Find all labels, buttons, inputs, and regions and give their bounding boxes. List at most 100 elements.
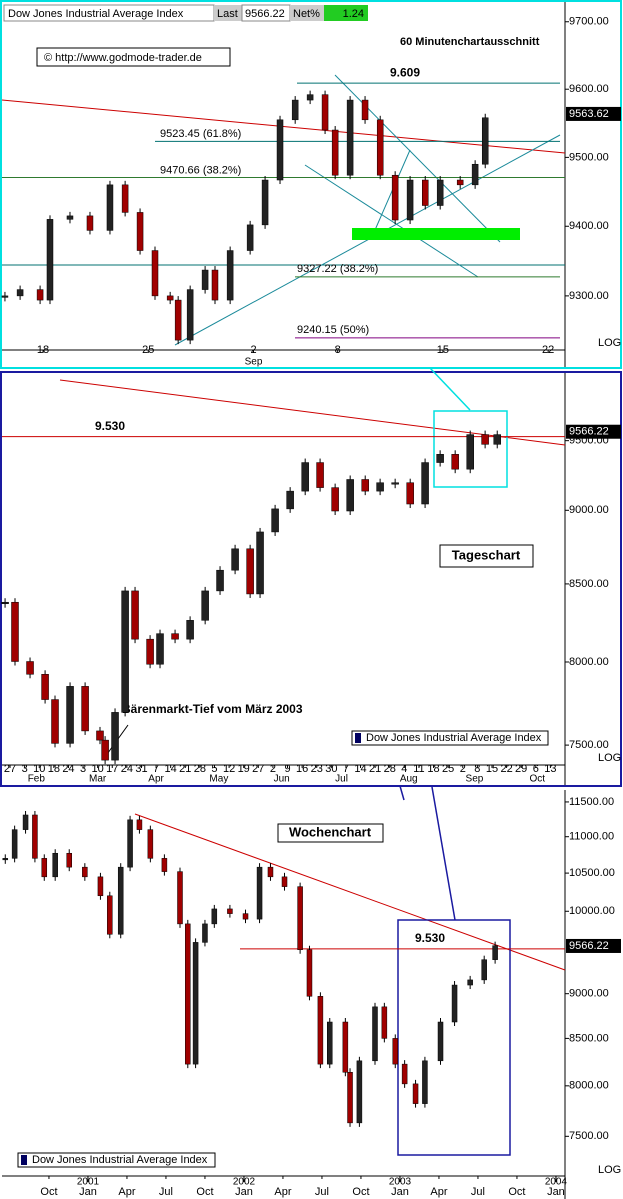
y-tick-label: 8500.00 <box>569 1032 609 1044</box>
support-zone <box>352 228 520 240</box>
candle <box>481 434 489 445</box>
candle <box>202 923 208 943</box>
level-label: 9240.15 (50%) <box>297 324 369 336</box>
candle <box>286 490 294 510</box>
x-tick-label: 15 <box>437 344 449 356</box>
last-price-box <box>566 106 621 121</box>
x-tick-label: 29 <box>515 763 527 775</box>
candle <box>331 487 339 512</box>
candle <box>376 482 384 492</box>
candle <box>174 299 182 341</box>
header-value: 9566.22 <box>245 8 285 20</box>
candle <box>492 945 498 960</box>
month-label: Sep <box>466 774 484 785</box>
x-tick-label: Jan <box>79 1186 97 1198</box>
candle <box>451 984 458 1023</box>
header-label: Last <box>217 8 238 20</box>
candle <box>256 866 263 920</box>
candle <box>381 1006 388 1039</box>
axis-note: LOG <box>598 1164 621 1176</box>
x-tick-label: Apr <box>118 1186 135 1198</box>
candle <box>406 179 414 221</box>
candle <box>391 174 399 221</box>
panel-frame <box>0 371 622 787</box>
month-label: Aug <box>400 774 418 785</box>
candle <box>412 1083 419 1104</box>
label-box <box>439 544 534 568</box>
x-tick-label: 11 <box>413 763 424 775</box>
x-tick-label: 16 <box>296 763 308 775</box>
candle <box>451 454 459 470</box>
x-tick-label: 22 <box>500 763 512 775</box>
x-tick-label: 28 <box>194 763 206 775</box>
y-tick-label: 10500.00 <box>569 867 615 879</box>
level-label: 9470.66 (38.2%) <box>160 164 241 176</box>
candle <box>436 179 444 206</box>
candle <box>186 620 194 640</box>
candle <box>177 871 183 925</box>
x-tick-label: 27 <box>4 763 16 775</box>
y-tick-label: 11500.00 <box>569 796 614 808</box>
y-tick-label: 9700.00 <box>569 16 609 28</box>
month-label: Jun <box>274 774 290 785</box>
candle <box>372 1006 378 1062</box>
year-label: 2002 <box>233 1177 256 1188</box>
candle <box>436 454 444 463</box>
y-tick-label: 9500.00 <box>569 151 609 163</box>
x-tick-label: Apr <box>274 1186 291 1198</box>
candle <box>281 876 288 887</box>
x-tick-label: 18 <box>427 763 439 775</box>
x-tick-label: 13 <box>544 763 556 775</box>
candle <box>146 638 154 665</box>
candle <box>22 814 29 830</box>
y-tick-label: 7500.00 <box>569 739 609 751</box>
legend-box <box>351 730 549 746</box>
candle <box>156 633 164 665</box>
x-tick-label: 28 <box>384 763 396 775</box>
candle <box>41 674 49 700</box>
candle <box>201 269 209 290</box>
panel-frame <box>0 0 622 369</box>
y-tick-label: 11000.00 <box>569 831 614 843</box>
candle <box>297 886 303 950</box>
header-value: 1.24 <box>343 8 364 20</box>
chart-title: Tageschart <box>452 547 521 562</box>
trend-line <box>1 99 566 154</box>
y-tick-label: 9300.00 <box>569 290 609 302</box>
candle <box>161 858 168 872</box>
x-tick-label: 24 <box>121 763 133 775</box>
candle <box>136 819 143 830</box>
candle <box>166 295 174 301</box>
x-tick-label: 19 <box>238 763 250 775</box>
level-label: 9.609 <box>390 65 420 79</box>
legend-swatch <box>21 1155 27 1165</box>
axis-note: LOG <box>598 337 621 349</box>
connector <box>431 786 456 921</box>
candle <box>421 179 429 206</box>
month-label: Oct <box>529 774 545 785</box>
x-tick-label: Apr <box>430 1186 447 1198</box>
candle <box>96 730 104 741</box>
axis-note: LOG <box>598 752 621 764</box>
y-tick-label: 10000.00 <box>569 905 615 917</box>
watermark: © http://www.godmode-trader.de <box>44 52 202 64</box>
candle <box>185 923 191 1065</box>
candle <box>493 434 501 445</box>
candle <box>226 250 234 301</box>
header-box <box>214 5 242 21</box>
y-tick-label: 9400.00 <box>569 220 609 232</box>
candle <box>276 119 284 181</box>
candle <box>256 531 264 595</box>
x-tick-label: 22 <box>542 344 554 356</box>
candle <box>421 462 429 505</box>
candle <box>321 94 329 131</box>
x-tick-label: 15 <box>486 763 498 775</box>
candle <box>271 508 279 533</box>
last-price-label: 9563.62 <box>569 108 609 120</box>
x-tick-label: 18 <box>48 763 60 775</box>
candle <box>111 712 119 761</box>
header-box <box>290 5 324 21</box>
level-label: 9.530 <box>95 419 125 433</box>
y-tick-label: 9000.00 <box>569 504 609 516</box>
trend-line <box>134 813 566 971</box>
